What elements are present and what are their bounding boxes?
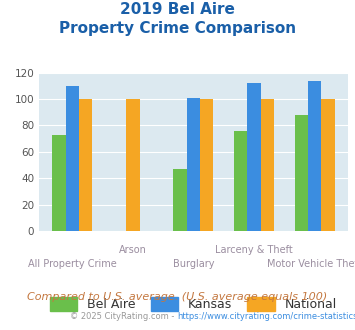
Text: Motor Vehicle Theft: Motor Vehicle Theft xyxy=(267,259,355,269)
Bar xyxy=(200,99,213,231)
Text: Larceny & Theft: Larceny & Theft xyxy=(215,245,293,255)
Text: https://www.cityrating.com/crime-statistics/: https://www.cityrating.com/crime-statist… xyxy=(178,312,355,321)
Text: All Property Crime: All Property Crime xyxy=(28,259,117,269)
Text: Burglary: Burglary xyxy=(173,259,214,269)
Bar xyxy=(308,81,321,231)
Bar xyxy=(66,86,79,231)
Bar xyxy=(187,98,200,231)
Text: Property Crime Comparison: Property Crime Comparison xyxy=(59,21,296,36)
Bar xyxy=(321,99,334,231)
Text: © 2025 CityRating.com -: © 2025 CityRating.com - xyxy=(71,312,178,321)
Bar xyxy=(79,99,92,231)
Bar xyxy=(53,135,66,231)
Text: 2019 Bel Aire: 2019 Bel Aire xyxy=(120,2,235,16)
Bar xyxy=(261,99,274,231)
Bar xyxy=(174,169,187,231)
Text: Compared to U.S. average. (U.S. average equals 100): Compared to U.S. average. (U.S. average … xyxy=(27,292,328,302)
Legend: Bel Aire, Kansas, National: Bel Aire, Kansas, National xyxy=(50,297,337,312)
Bar xyxy=(234,131,247,231)
Bar xyxy=(295,115,308,231)
Text: Arson: Arson xyxy=(119,245,147,255)
Bar xyxy=(247,83,261,231)
Bar xyxy=(126,99,140,231)
